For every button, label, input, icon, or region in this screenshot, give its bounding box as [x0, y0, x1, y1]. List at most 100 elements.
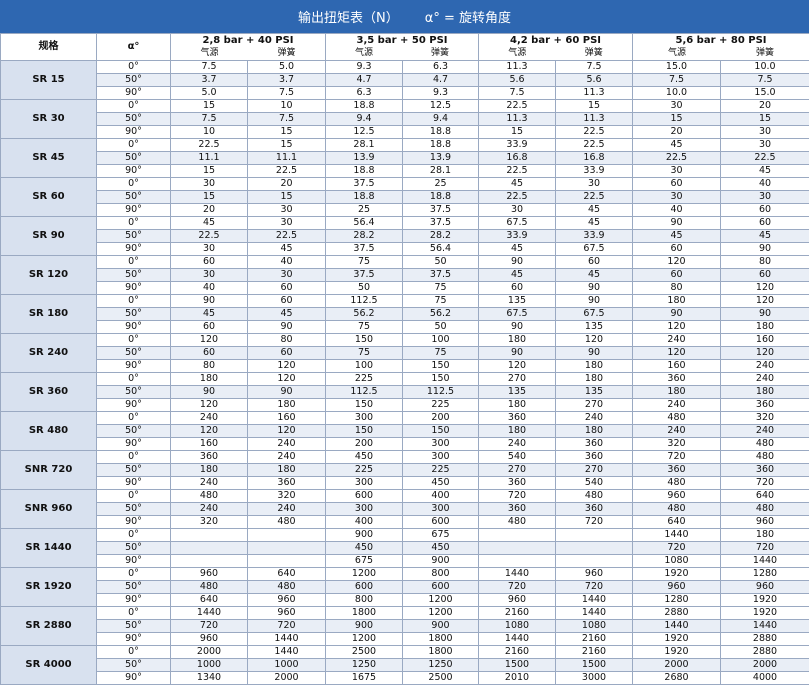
value-cell: 320: [720, 411, 809, 425]
value-cell: 360: [632, 463, 721, 477]
value-cell: 240: [632, 424, 721, 438]
value-cell: 270: [555, 398, 633, 412]
angle-cell: 90°: [96, 593, 171, 607]
value-cell: 18.8: [402, 125, 479, 139]
value-cell: 37.5: [402, 216, 479, 230]
value-cell: 180: [478, 333, 556, 347]
value-cell: 960: [478, 593, 556, 607]
value-cell: 270: [555, 463, 633, 477]
value-cell: 25: [325, 203, 403, 217]
value-cell: 15: [478, 125, 556, 139]
model-cell: SR 15: [0, 60, 97, 100]
header-row: 规格 α° 2,8 bar + 40 PSI 气源 弹簧 3,5 bar + 50 PSI…: [0, 33, 809, 61]
value-cell: 1200: [402, 593, 479, 607]
value-cell: 80: [247, 333, 326, 347]
value-cell: 40: [170, 281, 248, 295]
data-row: 90° 15 22.5 18.8 28.1 22.5 33.9 30 45: [1, 164, 809, 178]
value-cell: 225: [402, 398, 479, 412]
value-cell: 135: [478, 294, 556, 308]
value-cell: 2680: [632, 671, 721, 685]
value-cell: 45: [478, 177, 556, 191]
data-row: 90° 240 360 300 450 360 540 480 720: [1, 476, 809, 490]
data-row: SNR 720 0° 360 240 450 300 540 360 720 480: [0, 450, 809, 490]
data-row: 90° 160 240 200 300 240 360 320 480: [1, 437, 809, 451]
value-cell: 480: [720, 437, 809, 451]
value-cell: 1280: [632, 593, 721, 607]
value-cell: 1280: [720, 567, 809, 581]
value-cell: 480: [555, 489, 633, 503]
group-sub: 气源 弹簧: [172, 47, 325, 59]
value-cell: 30: [720, 125, 809, 139]
value-cell: 50: [402, 255, 479, 269]
data-row: SR 60 0° 30 20 37.5 25 45 30 60 40: [0, 177, 809, 217]
data-row: 50° 240 240 300 300 360 360 480 480: [1, 502, 809, 516]
value-cell: 600: [402, 580, 479, 594]
value-cell: 7.5: [247, 112, 326, 126]
value-cell: 112.5: [325, 385, 403, 399]
value-cell: 60: [555, 255, 633, 269]
sub-label: 弹簧: [755, 48, 774, 58]
data-row: SR 360 0° 180 120 225 150 270 180 360 240: [0, 372, 809, 412]
value-cell: 75: [325, 320, 403, 334]
value-cell: 60: [170, 346, 248, 360]
value-cell: 33.9: [555, 229, 633, 243]
angle-cell: 0°: [96, 138, 171, 152]
value-cell: 1000: [247, 658, 326, 672]
value-cell: 100: [325, 359, 403, 373]
value-cell: 80: [170, 359, 248, 373]
sub-label: 气源: [508, 48, 527, 58]
value-cell: 90: [478, 320, 556, 334]
value-cell: 600: [402, 515, 479, 529]
model-cell: SR 480: [0, 411, 97, 451]
value-cell: 240: [170, 411, 248, 425]
angle-cell: 0°: [96, 177, 171, 191]
value-cell: 300: [325, 411, 403, 425]
value-cell: 15: [632, 112, 721, 126]
value-cell: 480: [478, 515, 556, 529]
value-cell: [247, 554, 326, 568]
value-cell: 45: [478, 242, 556, 256]
model-cell: SR 45: [0, 138, 97, 178]
value-cell: 1440: [720, 554, 809, 568]
value-cell: 20: [170, 203, 248, 217]
value-cell: 160: [720, 333, 809, 347]
value-cell: 150: [402, 424, 479, 438]
value-cell: 1340: [170, 671, 248, 685]
subtitle: α° = 旋转角度: [424, 11, 511, 26]
value-cell: 240: [720, 424, 809, 438]
angle-cell: 90°: [96, 437, 171, 451]
value-cell: 45: [170, 216, 248, 230]
value-cell: 240: [247, 502, 326, 516]
value-cell: 1250: [402, 658, 479, 672]
value-cell: 360: [478, 411, 556, 425]
group-sub: 气源 弹簧: [634, 47, 809, 59]
value-cell: 960: [632, 580, 721, 594]
value-cell: 960: [170, 632, 248, 646]
value-cell: 7.5: [478, 86, 556, 100]
angle-cell: 0°: [96, 255, 171, 269]
value-cell: 90: [247, 320, 326, 334]
value-cell: 135: [555, 385, 633, 399]
angle-cell: 50°: [96, 190, 171, 204]
value-cell: 120: [720, 294, 809, 308]
data-row: SR 120 0° 60 40 75 50 90 60 120 80: [0, 255, 809, 295]
value-cell: 5.0: [247, 60, 326, 74]
angle-cell: 90°: [96, 476, 171, 490]
value-cell: 22.5: [247, 229, 326, 243]
value-cell: 480: [632, 502, 721, 516]
value-cell: 80: [632, 281, 721, 295]
value-cell: 120: [632, 320, 721, 334]
value-cell: 45: [632, 138, 721, 152]
value-cell: 720: [632, 450, 721, 464]
value-cell: 180: [555, 424, 633, 438]
value-cell: 720: [247, 619, 326, 633]
sub-label: 气源: [354, 48, 373, 58]
value-cell: 1920: [632, 567, 721, 581]
value-cell: 900: [402, 619, 479, 633]
value-cell: 56.2: [325, 307, 403, 321]
value-cell: 480: [170, 489, 248, 503]
value-cell: 15: [720, 112, 809, 126]
value-cell: 1920: [632, 632, 721, 646]
value-cell: 37.5: [325, 242, 403, 256]
